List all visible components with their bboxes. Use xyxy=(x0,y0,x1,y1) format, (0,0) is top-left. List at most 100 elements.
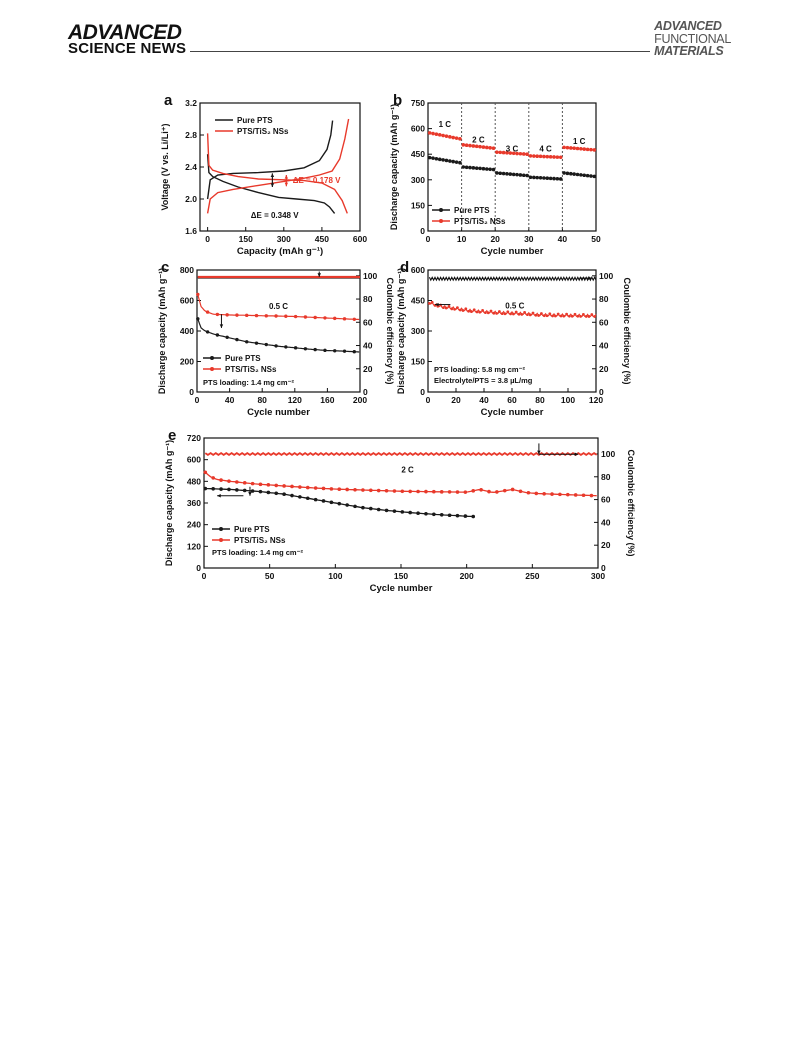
capacity-point xyxy=(585,147,590,152)
capacity-point xyxy=(575,146,580,151)
capacity-point xyxy=(554,314,557,318)
capacity-point xyxy=(472,308,476,312)
capacity-point xyxy=(284,345,288,349)
rate-label: 1 C xyxy=(439,120,452,129)
capacity-point xyxy=(447,304,451,308)
capacity-point xyxy=(352,317,356,321)
y-tick-label-b: 300 xyxy=(411,175,425,185)
panel-letter-c: c xyxy=(161,259,169,276)
journal-brand-right: ADVANCED FUNCTIONAL MATERIALS xyxy=(654,20,731,58)
capacity-point xyxy=(211,486,215,491)
capacity-point xyxy=(290,493,294,498)
x-tick-label-a: 450 xyxy=(315,234,329,244)
capacity-point xyxy=(219,478,223,482)
loading-label: PTS loading: 1.4 mg cm⁻² xyxy=(212,548,304,557)
x-tick-label-b: 10 xyxy=(457,234,467,244)
capacity-point xyxy=(442,306,445,310)
electrolyte-label: Electrolyte/PTS = 3.8 µL/mg xyxy=(434,376,533,385)
capacity-point xyxy=(521,152,526,156)
capacity-point xyxy=(454,160,459,164)
capacity-point xyxy=(471,489,476,493)
capacity-point xyxy=(437,133,442,137)
capacity-point xyxy=(441,133,445,138)
capacity-point xyxy=(368,488,373,493)
capacity-point xyxy=(258,489,263,494)
capacity-point xyxy=(488,167,492,172)
capacity-point xyxy=(345,503,349,507)
capacity-point xyxy=(579,146,583,151)
capacity-point xyxy=(471,144,476,148)
legend-label: PTS/TiS₂ NSs xyxy=(225,365,277,374)
capacity-point xyxy=(266,483,271,487)
capacity-point xyxy=(337,487,342,492)
panel-letter-e: e xyxy=(168,427,176,444)
capacity-point xyxy=(282,484,286,488)
capacity-point xyxy=(298,485,302,489)
capacity-point xyxy=(535,154,539,159)
legend-marker xyxy=(210,356,214,360)
capacity-point xyxy=(274,344,278,348)
capacity-point xyxy=(471,166,476,170)
capacity-point xyxy=(444,134,449,138)
capacity-point xyxy=(305,496,310,501)
capacity-point xyxy=(479,487,483,492)
capacity-point xyxy=(475,310,479,314)
capacity-point xyxy=(444,306,448,310)
y2-tick-label-e: 60 xyxy=(601,495,611,505)
delta-e-arrow-pure-head xyxy=(270,183,275,187)
capacity-point xyxy=(392,509,397,513)
capacity-point xyxy=(264,314,268,318)
capacity-point xyxy=(211,476,215,480)
capacity-point xyxy=(225,313,229,317)
capacity-point xyxy=(498,171,503,176)
capacity-point xyxy=(508,172,513,176)
capacity-point xyxy=(434,132,439,136)
capacity-point xyxy=(573,493,578,497)
x-tick-label-d: 120 xyxy=(589,395,603,405)
y-tick-label-e: 720 xyxy=(187,433,201,443)
y-tick-label-e: 360 xyxy=(187,498,201,508)
capacity-point xyxy=(505,172,509,176)
capacity-point xyxy=(235,488,239,492)
capacity-point xyxy=(579,314,582,318)
capacity-point xyxy=(437,157,442,162)
capacity-point xyxy=(545,314,549,318)
legend-marker xyxy=(210,367,214,371)
capacity-point xyxy=(532,175,536,180)
capacity-point xyxy=(565,171,570,176)
capacity-point xyxy=(562,314,566,318)
capacity-point xyxy=(486,311,490,315)
x-tick-label-e: 300 xyxy=(591,571,605,581)
capacity-point xyxy=(264,342,268,347)
x-tick-label-e: 50 xyxy=(265,571,275,581)
capacity-point xyxy=(521,173,526,178)
capacity-point xyxy=(593,315,596,318)
capacity-point xyxy=(203,470,208,475)
y2-tick-label-e: 80 xyxy=(601,472,611,482)
capacity-point xyxy=(518,489,523,494)
capacity-point xyxy=(474,144,479,149)
axis-pointer-right-head xyxy=(317,273,321,277)
y2-tick-label-d: 80 xyxy=(599,294,609,304)
capacity-point xyxy=(298,495,302,499)
capacity-point xyxy=(458,308,462,312)
capacity-point xyxy=(503,312,507,316)
axis-pointer-left-head xyxy=(219,324,224,328)
capacity-point xyxy=(525,152,529,156)
capacity-point xyxy=(313,497,318,502)
capacity-point xyxy=(196,292,200,297)
y-tick-label-b: 450 xyxy=(411,149,425,159)
capacity-point xyxy=(487,489,491,494)
axis-pointer-left-head xyxy=(435,302,439,307)
y-axis-label-e: Discharge capacity (mAh g⁻¹) xyxy=(164,440,174,566)
capacity-point xyxy=(558,177,563,181)
y2-tick-label-c: 20 xyxy=(363,364,373,374)
capacity-point xyxy=(242,481,247,485)
y2-axis-label-d: Coulombic efficiency (%) xyxy=(622,277,632,384)
x-tick-label-a: 0 xyxy=(205,234,210,244)
voltage-curve xyxy=(206,133,348,214)
capacity-point xyxy=(205,310,210,314)
capacity-point xyxy=(451,159,456,164)
capacity-point xyxy=(498,310,501,313)
y2-tick-label-d: 100 xyxy=(599,271,613,281)
